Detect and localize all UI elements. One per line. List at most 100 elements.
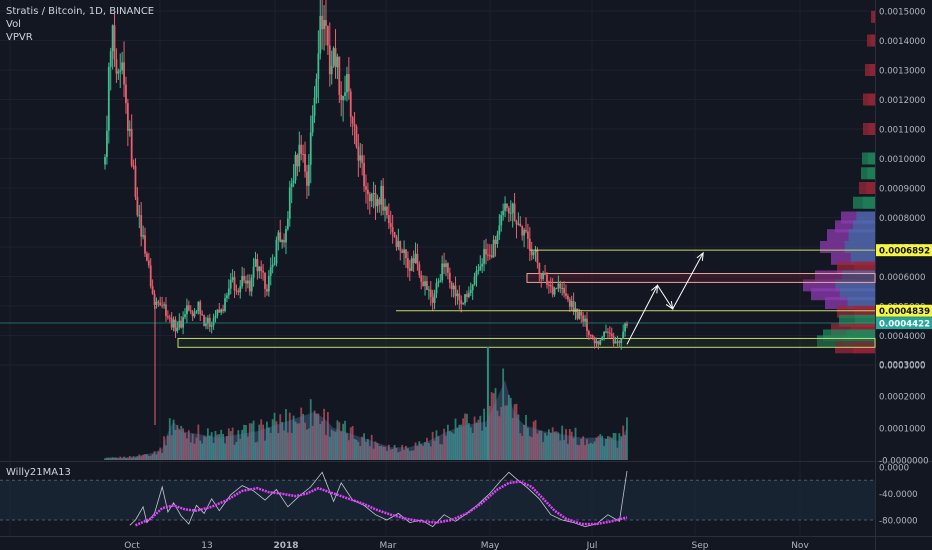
candle-body-73	[243, 276, 245, 281]
volume-bar-41	[182, 428, 185, 460]
volume-bar-54	[206, 428, 209, 460]
candle-body-10	[123, 62, 125, 85]
arrow-head-3	[696, 251, 704, 261]
volume-bars	[104, 347, 628, 460]
volume-bar-195	[475, 422, 478, 460]
candle-body-168	[424, 281, 426, 286]
candle-body-88	[271, 264, 274, 268]
candle-body-68	[233, 277, 236, 291]
candle-body-215	[513, 203, 516, 222]
candle-body-134	[359, 155, 362, 161]
candle-body-95	[285, 229, 287, 243]
candle-body-77	[250, 277, 253, 292]
candle-body-252	[584, 318, 586, 322]
volume-bar-178	[443, 428, 445, 460]
candle-body-116	[325, 20, 327, 27]
volume-bar-0	[104, 458, 106, 460]
vpvr-row-inner-1	[870, 34, 875, 47]
volume-bar-116	[325, 435, 327, 460]
time-tick-0: Oct	[124, 541, 140, 550]
volume-bar-42	[184, 432, 186, 460]
candle-body-103	[300, 144, 303, 154]
volume-bar-247	[574, 427, 577, 460]
volume-bar-43	[186, 438, 188, 460]
volume-bar-24	[149, 455, 152, 460]
volume-bar-270	[618, 433, 621, 460]
candle-body-155	[399, 241, 402, 251]
candle-body-120	[332, 48, 335, 66]
volume-bar-190	[466, 413, 468, 460]
volume-bar-38	[176, 424, 179, 460]
candle-body-110	[313, 97, 316, 116]
volume-bar-191	[467, 423, 470, 460]
volume-bar-187	[460, 424, 463, 460]
volume-bar-255	[589, 442, 592, 460]
volume-bar-194	[473, 416, 476, 460]
candle-body-202	[488, 255, 491, 257]
volume-bar-211	[506, 405, 508, 460]
volume-bar-218	[519, 433, 522, 460]
price-tick-4: 0.0011000	[879, 126, 925, 136]
volume-bar-97	[288, 412, 291, 460]
volume-bar-87	[269, 432, 272, 460]
volume-bar-15	[132, 456, 135, 460]
candle-body-101	[296, 154, 299, 167]
candle-body-117	[326, 26, 329, 46]
volume-bar-108	[309, 399, 312, 460]
volume-bar-10	[123, 456, 125, 460]
volume-bar-26	[153, 451, 156, 460]
volume-bar-75	[246, 436, 249, 460]
candle-body-108	[309, 132, 312, 165]
volume-bar-94	[283, 430, 285, 460]
candle-body-240	[561, 287, 564, 289]
volume-bar-164	[416, 446, 419, 460]
axes: 0.0015000 0.0014000 0.0013000 0.0012000 0.00…	[124, 8, 932, 550]
candle-body-105	[304, 154, 306, 172]
volume-bar-237	[555, 431, 558, 460]
marker-label-mid-bg	[876, 304, 932, 317]
candle-body-244	[568, 299, 571, 307]
candle-body-148	[386, 206, 388, 216]
volume-bar-74	[245, 425, 247, 460]
candle-body-267	[612, 336, 615, 344]
candle-body-229	[540, 272, 543, 279]
time-tick-7: Nov	[791, 541, 809, 550]
candle-body-263	[605, 331, 607, 333]
volume-bar-104	[302, 413, 305, 460]
candle-body-250	[580, 312, 583, 316]
volume-bar-135	[361, 436, 364, 460]
volume-bar-139	[368, 446, 371, 460]
candle-body-214	[511, 203, 514, 213]
candle-body-205	[494, 239, 497, 245]
candle-body-261	[601, 336, 604, 341]
candle-body-85	[266, 288, 268, 292]
volume-bar-166	[420, 444, 423, 460]
volume-bar-141	[372, 448, 375, 460]
volume-bar-20	[142, 454, 144, 460]
volume-bar-105	[304, 422, 306, 460]
candle-body-247	[574, 308, 577, 312]
candle-body-98	[290, 183, 293, 188]
candle-body-223	[528, 238, 531, 251]
volume-bar-96	[286, 432, 289, 460]
vpvr-row-inner-2	[869, 64, 875, 76]
volume-bar-53	[205, 436, 207, 460]
volume-bar-95	[285, 409, 287, 460]
volume-bar-33	[166, 435, 169, 460]
volume-bar-199	[483, 408, 485, 460]
candle-body-75	[246, 280, 249, 284]
horizontal-markers	[0, 249, 875, 324]
candle-body-173	[433, 293, 436, 303]
volume-bar-244	[568, 429, 571, 460]
volume-bar-261	[601, 435, 604, 460]
candle-body-206	[496, 234, 499, 245]
volume-bar-142	[374, 441, 377, 460]
volume-bar-21	[144, 454, 146, 460]
candle-body-254	[587, 330, 590, 335]
candle-body-111	[315, 78, 318, 98]
volume-bar-232	[546, 435, 548, 460]
candle-body-44	[187, 305, 190, 311]
time-tick-3: Mar	[380, 541, 397, 550]
candle-body-213	[509, 212, 512, 214]
candle-body-19	[140, 215, 143, 237]
